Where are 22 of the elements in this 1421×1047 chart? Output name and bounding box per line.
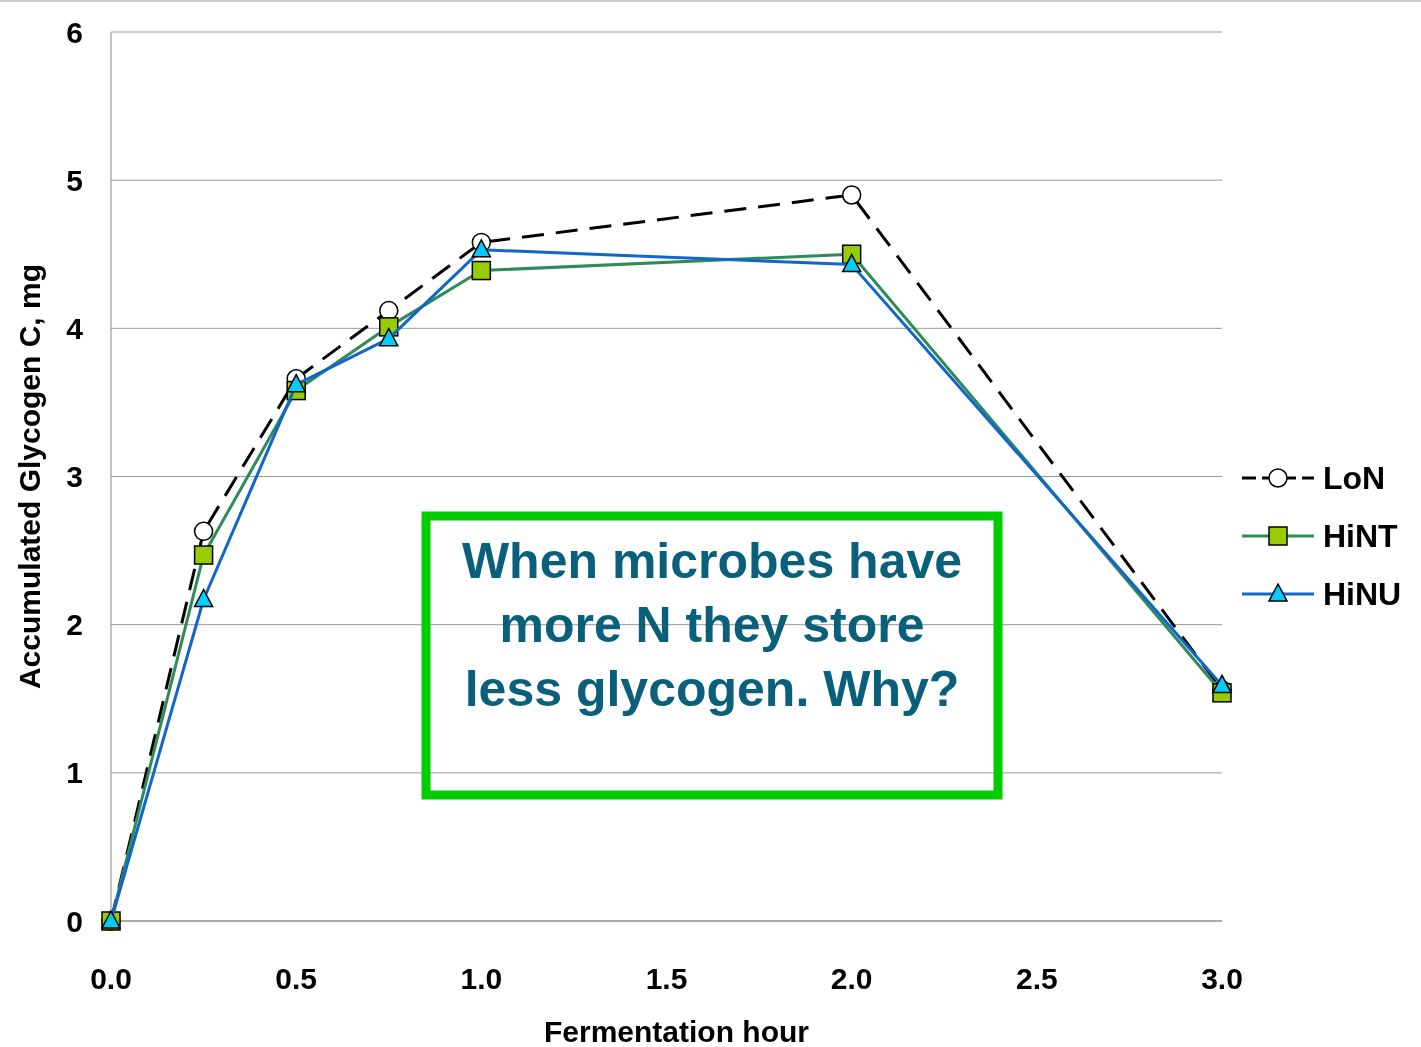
- x-tick-label: 2.0: [830, 962, 873, 995]
- y-tick-label: 0: [66, 904, 83, 938]
- y-tick-label: 3: [66, 460, 83, 493]
- y-tick-label: 5: [66, 163, 83, 197]
- point: [193, 521, 214, 542]
- x-axis-title: Fermentation hour: [543, 1015, 810, 1047]
- x-tick-label: 0.0: [90, 962, 132, 995]
- legend-label: HiNT: [1323, 518, 1399, 555]
- x-tick-label: 0.5: [275, 962, 318, 995]
- x-tick-label: 3.0: [1201, 962, 1243, 995]
- y-tick-label: 1: [66, 756, 83, 790]
- y-tick-label: 6: [66, 15, 83, 49]
- annotation: When microbes have more N they store less glycogen. Why?: [461, 533, 963, 717]
- x-tick-label: 2.5: [1015, 962, 1058, 995]
- legend-label: HiNU: [1323, 576, 1402, 613]
- legend-label: LoN: [1323, 460, 1386, 497]
- point: [841, 185, 862, 205]
- y-tick-label: 2: [66, 608, 83, 642]
- x-tick-label: 1.5: [645, 962, 688, 995]
- x-tick-label: 1.0: [460, 962, 503, 995]
- y-tick-label: 4: [66, 311, 84, 345]
- y-axis-title: Accumulated Glycogen C, mg: [13, 263, 46, 690]
